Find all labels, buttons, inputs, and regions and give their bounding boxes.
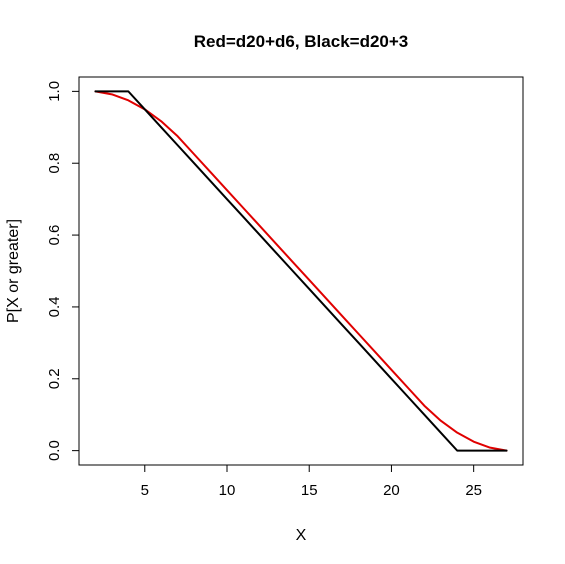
y-tick-label: 0.2: [46, 368, 63, 389]
y-tick-label: 0.4: [46, 296, 63, 317]
plot-frame: [78, 76, 524, 466]
y-tick-label: 0.0: [46, 440, 63, 461]
x-axis: 5 10 15 20 25: [141, 465, 482, 499]
x-tick-label: 10: [219, 482, 236, 499]
y-tick-label: 1.0: [46, 81, 63, 102]
x-tick-label: 5: [141, 482, 149, 499]
series-line-2: [94, 90, 508, 452]
x-tick-label: 25: [465, 482, 482, 499]
x-tick-label: 15: [301, 482, 318, 499]
y-tick-label: 0.6: [46, 225, 63, 246]
y-axis: 0.0 0.2 0.4 0.6 0.8 1.0: [46, 81, 79, 461]
y-axis-label: P[X or greater]: [5, 219, 22, 323]
y-tick-label: 0.8: [46, 153, 63, 174]
x-tick-label: 20: [383, 482, 400, 499]
chart-title: Red=d20+d6, Black=d20+3: [194, 32, 409, 51]
series-line-1: [94, 90, 508, 452]
series-layer: [94, 90, 508, 452]
x-axis-label: X: [296, 527, 307, 544]
